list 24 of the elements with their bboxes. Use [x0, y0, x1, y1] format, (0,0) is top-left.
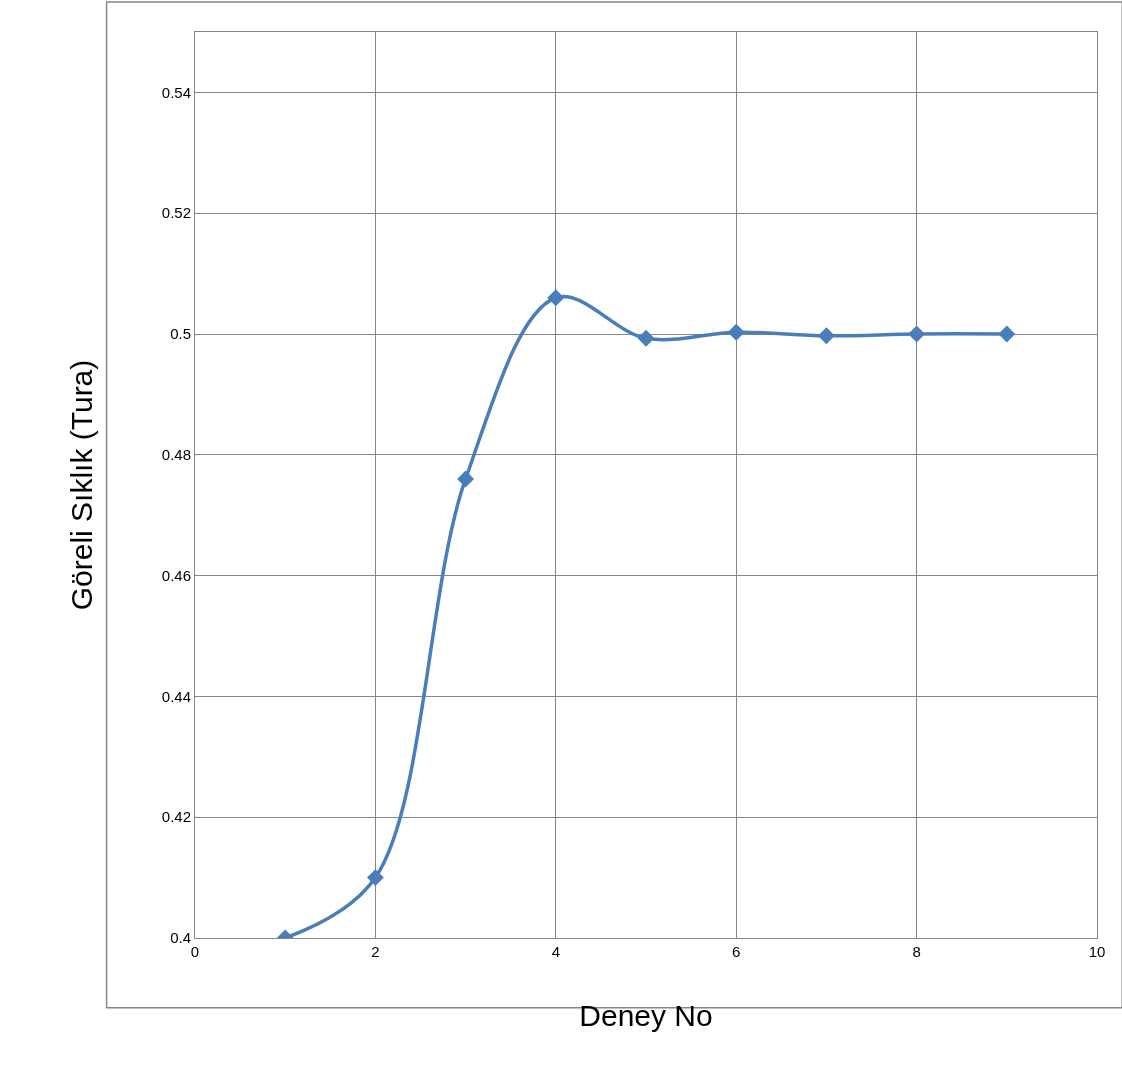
- x-tick-label: 0: [190, 943, 200, 960]
- point: [817, 327, 835, 345]
- point: [366, 869, 384, 887]
- point: [998, 325, 1016, 343]
- point: [908, 325, 926, 343]
- y-tick-label: 0.48: [161, 446, 191, 464]
- y-tick-label: 0.4: [170, 929, 191, 947]
- point: [727, 323, 745, 341]
- x-tick-label: 10: [1088, 943, 1106, 960]
- y-tick-label: 0.42: [161, 808, 191, 826]
- x-tick-label: 4: [551, 943, 560, 960]
- point: [547, 289, 565, 307]
- x-tick-label: 2: [371, 943, 380, 960]
- y-tick-label: 0.5: [170, 325, 191, 343]
- y-tick-label: 0.54: [161, 83, 191, 101]
- x-tick-label: 8: [912, 943, 921, 960]
- x-axis-title: Deney No: [579, 998, 713, 1032]
- y-axis-title: Göreli Sıklık (Tura): [64, 359, 98, 611]
- point: [637, 329, 655, 347]
- y-tick-label: 0.52: [161, 204, 191, 222]
- y-tick-label: 0.46: [161, 566, 191, 584]
- y-tick-label: 0.44: [161, 687, 191, 705]
- x-tick-label: 6: [732, 943, 741, 960]
- point: [457, 470, 475, 488]
